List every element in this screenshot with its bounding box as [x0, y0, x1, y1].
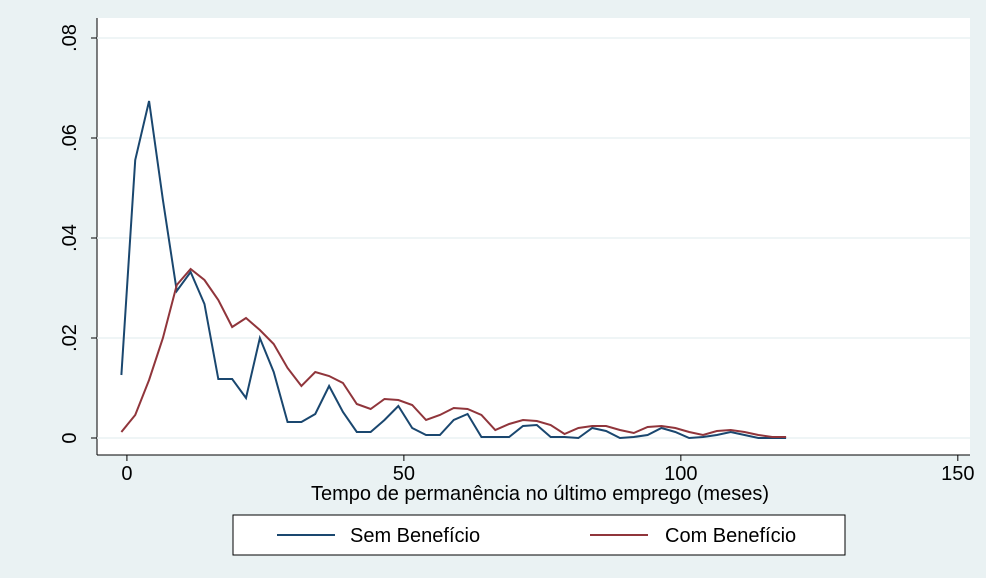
x-tick-label: 100	[664, 463, 697, 485]
legend-label: Com Benefício	[665, 525, 796, 547]
y-tick-label: .06	[59, 124, 81, 152]
x-tick-label: 50	[393, 463, 415, 485]
data-line	[120, 100, 787, 440]
y-tick-label: .04	[59, 224, 81, 252]
x-tick-label: 150	[941, 463, 974, 485]
legend-label: Sem Benefício	[350, 525, 480, 547]
y-tick-label: .02	[59, 324, 81, 352]
x-axis-label: Tempo de permanência no último emprego (…	[311, 483, 769, 505]
data-line	[120, 267, 787, 438]
y-tick-label: .08	[59, 24, 81, 52]
y-tick-label: 0	[59, 432, 81, 443]
x-tick-label: 0	[121, 463, 132, 485]
plot-area	[97, 18, 970, 455]
